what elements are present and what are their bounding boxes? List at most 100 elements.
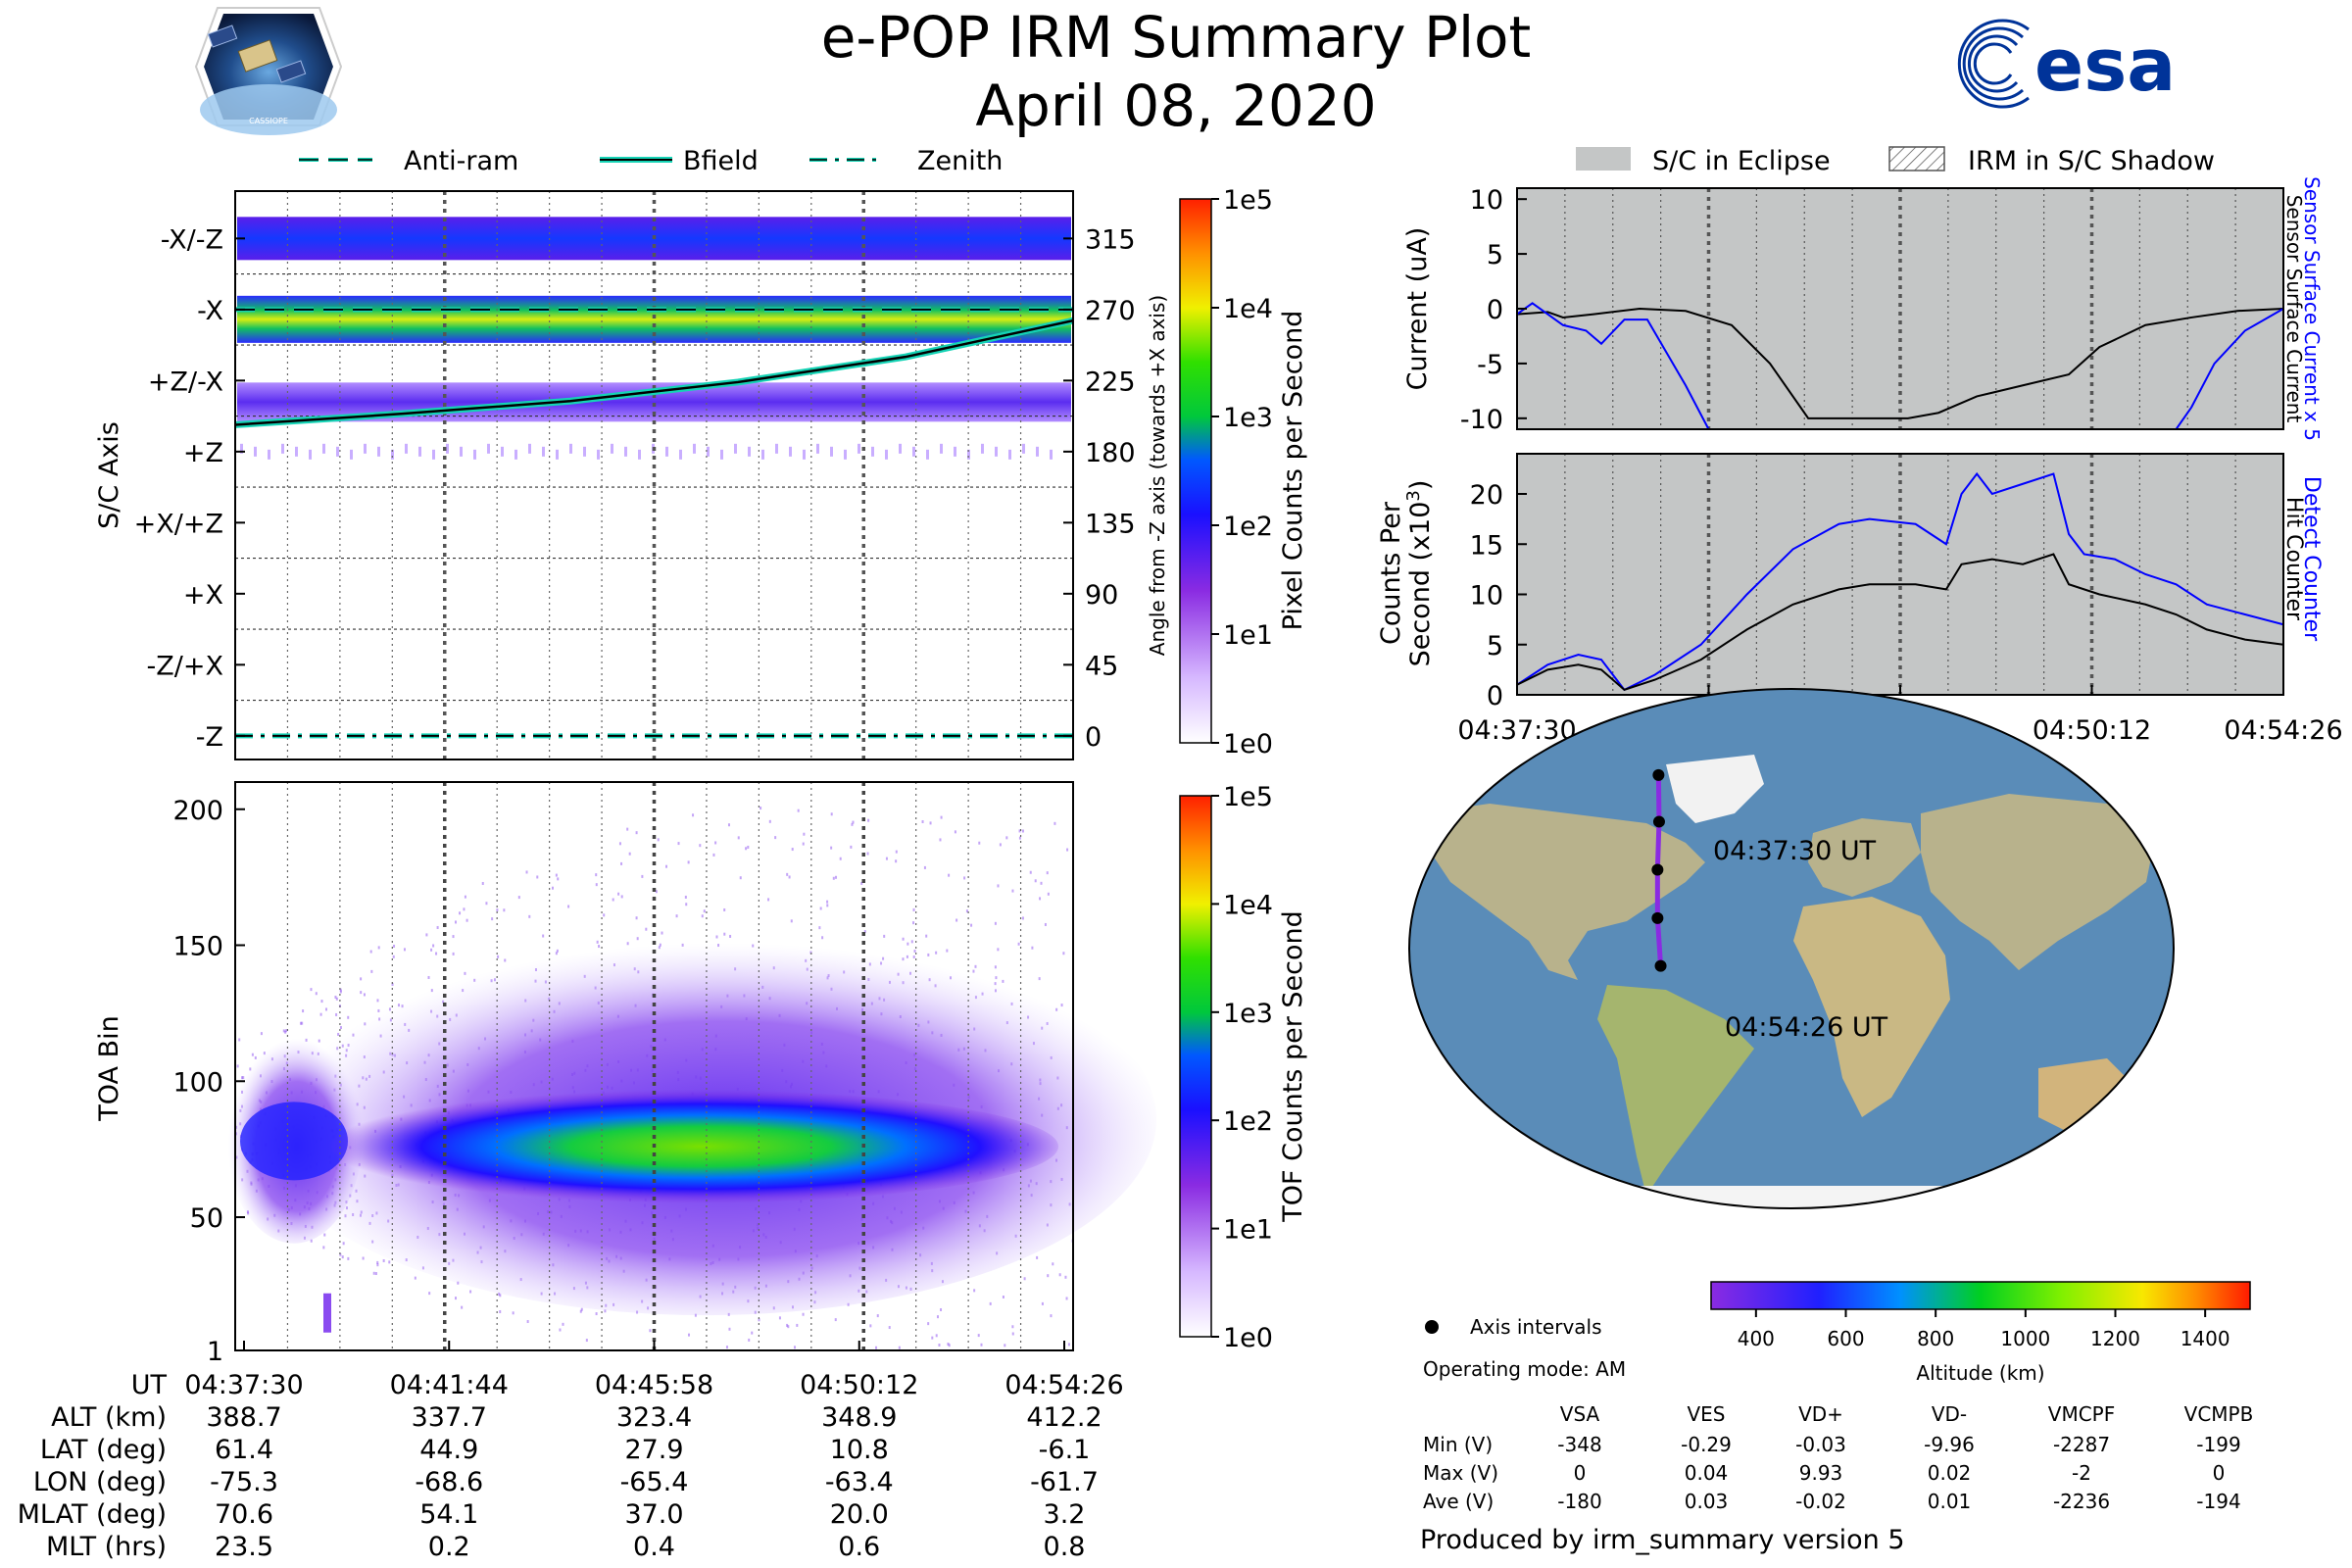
tof-speck <box>677 842 680 846</box>
panel-tick-label: -10 <box>1460 405 1503 435</box>
counts-right-black: Hit Counter <box>2281 497 2306 621</box>
tof-speck <box>463 907 466 911</box>
tof-speck <box>692 813 695 817</box>
orbit-row-label: UT <box>131 1370 168 1400</box>
pixel-axis-label: -Z <box>196 722 223 753</box>
tof-speck <box>910 940 913 944</box>
tof-speck <box>869 1324 872 1328</box>
pixel-band-speck <box>624 446 627 457</box>
tof-speck <box>860 881 863 885</box>
tof-speck <box>1029 870 1032 874</box>
current-panel: 10 5 0 -5 -10 Current (uA) Sensor Surface Cu… <box>1402 176 2324 441</box>
tof-speck <box>382 1258 385 1262</box>
tof-speck <box>902 937 905 941</box>
tof-colorbar-label: TOF Counts per Second <box>1278 910 1308 1223</box>
tof-speck <box>620 895 623 899</box>
voltage-cell: 9.93 <box>1799 1461 1843 1485</box>
tof-speck <box>973 1289 976 1293</box>
voltage-row-label: Max (V) <box>1423 1461 1498 1485</box>
voltage-cell: -2287 <box>2053 1433 2110 1456</box>
tof-speck <box>362 1256 365 1260</box>
tof-speck <box>436 925 439 929</box>
tof-speck <box>542 934 545 938</box>
tof-speck <box>1062 952 1065 956</box>
page-date: April 08, 2020 <box>975 73 1376 139</box>
tof-speck <box>299 1021 302 1025</box>
tof-speck <box>603 913 606 917</box>
tof-speck <box>940 815 943 819</box>
tof-speck <box>1034 879 1037 883</box>
tof-speck <box>323 1233 326 1237</box>
voltage-cell: -2 <box>2072 1461 2091 1485</box>
tof-speck <box>997 948 1000 952</box>
time-label: 04:50:12 <box>800 1370 918 1400</box>
tof-speck <box>1011 1332 1014 1336</box>
tof-speck <box>802 1312 805 1316</box>
tof-speck <box>1002 1295 1004 1298</box>
tof-speck <box>802 842 805 846</box>
tof-speck <box>712 853 715 857</box>
orbit-cell: -63.4 <box>825 1467 894 1497</box>
pixel-band-speck <box>789 446 792 457</box>
pixel-axis-label: -Z/+X <box>147 651 223 681</box>
pixel-band-speck <box>418 446 421 457</box>
tof-speck <box>980 1343 983 1347</box>
tof-speck <box>1004 1344 1006 1348</box>
tof-speck <box>435 952 438 956</box>
tof-speck <box>946 949 949 953</box>
current-right-blue: Sensor Surface Current x 5 <box>2300 176 2324 441</box>
tof-speck <box>649 1329 652 1333</box>
tof-speck <box>685 903 688 906</box>
panel-tick-label: 10 <box>1470 581 1503 612</box>
tof-speck <box>948 873 951 877</box>
pixel-axis-label: +X <box>183 580 223 611</box>
tof-speck <box>1005 836 1008 840</box>
tof-speck <box>517 896 520 900</box>
tof-speck <box>940 1307 943 1311</box>
tof-speck <box>1031 946 1034 950</box>
tof-speck <box>965 909 968 913</box>
tof-speck <box>322 1246 325 1250</box>
tof-speck <box>747 845 750 849</box>
tof-speck <box>562 1322 564 1326</box>
pixel-band-speck <box>254 446 257 457</box>
orbit-cell: 0.2 <box>428 1532 470 1562</box>
pixel-band-speck <box>309 449 312 460</box>
tof-speck <box>319 1012 322 1016</box>
orbit-cell: -68.6 <box>415 1467 483 1497</box>
tof-speck <box>921 819 924 823</box>
pixel-angle-label: 90 <box>1085 580 1118 611</box>
tof-core <box>314 1089 1058 1203</box>
voltage-cell: -0.02 <box>1795 1490 1846 1513</box>
tof-speck <box>557 877 560 881</box>
pixel-band-speck <box>268 449 270 460</box>
altitude-colorbar-label: Altitude (km) <box>1916 1361 2044 1385</box>
pixel-band-speck <box>912 446 915 457</box>
pixel-band-speck <box>981 443 984 454</box>
voltage-cell: -9.96 <box>1924 1433 1975 1456</box>
pixel-band-speck <box>1036 446 1039 457</box>
voltage-table: VSA VES VD+ VD- VMCPF VCMPB Min (V) -348 -0.29 -0… <box>1423 1402 2253 1513</box>
pixel-ylabel: S/C Axis <box>94 421 124 529</box>
voltage-column-header: VMCPF <box>2048 1402 2115 1426</box>
alt-cbar-tick-label: 1400 <box>2180 1327 2230 1350</box>
tof-speck <box>970 923 973 927</box>
mission-logo-text: CASSIOPE <box>249 117 288 125</box>
tof-speck <box>310 988 313 992</box>
tof-speck <box>461 1305 464 1309</box>
alt-cbar-tick-label: 1200 <box>2090 1327 2140 1350</box>
tof-speck <box>315 992 318 996</box>
tof-speck <box>826 904 829 907</box>
voltage-row-label: Ave (V) <box>1423 1490 1494 1513</box>
tof-speck <box>360 991 363 995</box>
pixel-band-speck <box>322 443 325 454</box>
right-legend: S/C in Eclipse IRM in S/C Shadow <box>1576 146 2215 176</box>
legend-bfield: Bfield <box>683 146 759 176</box>
tof-speck <box>339 988 342 992</box>
tof-speck <box>369 950 372 954</box>
tof-speck <box>745 847 748 851</box>
tof-speck <box>999 843 1002 847</box>
tof-speck <box>1050 1314 1053 1318</box>
